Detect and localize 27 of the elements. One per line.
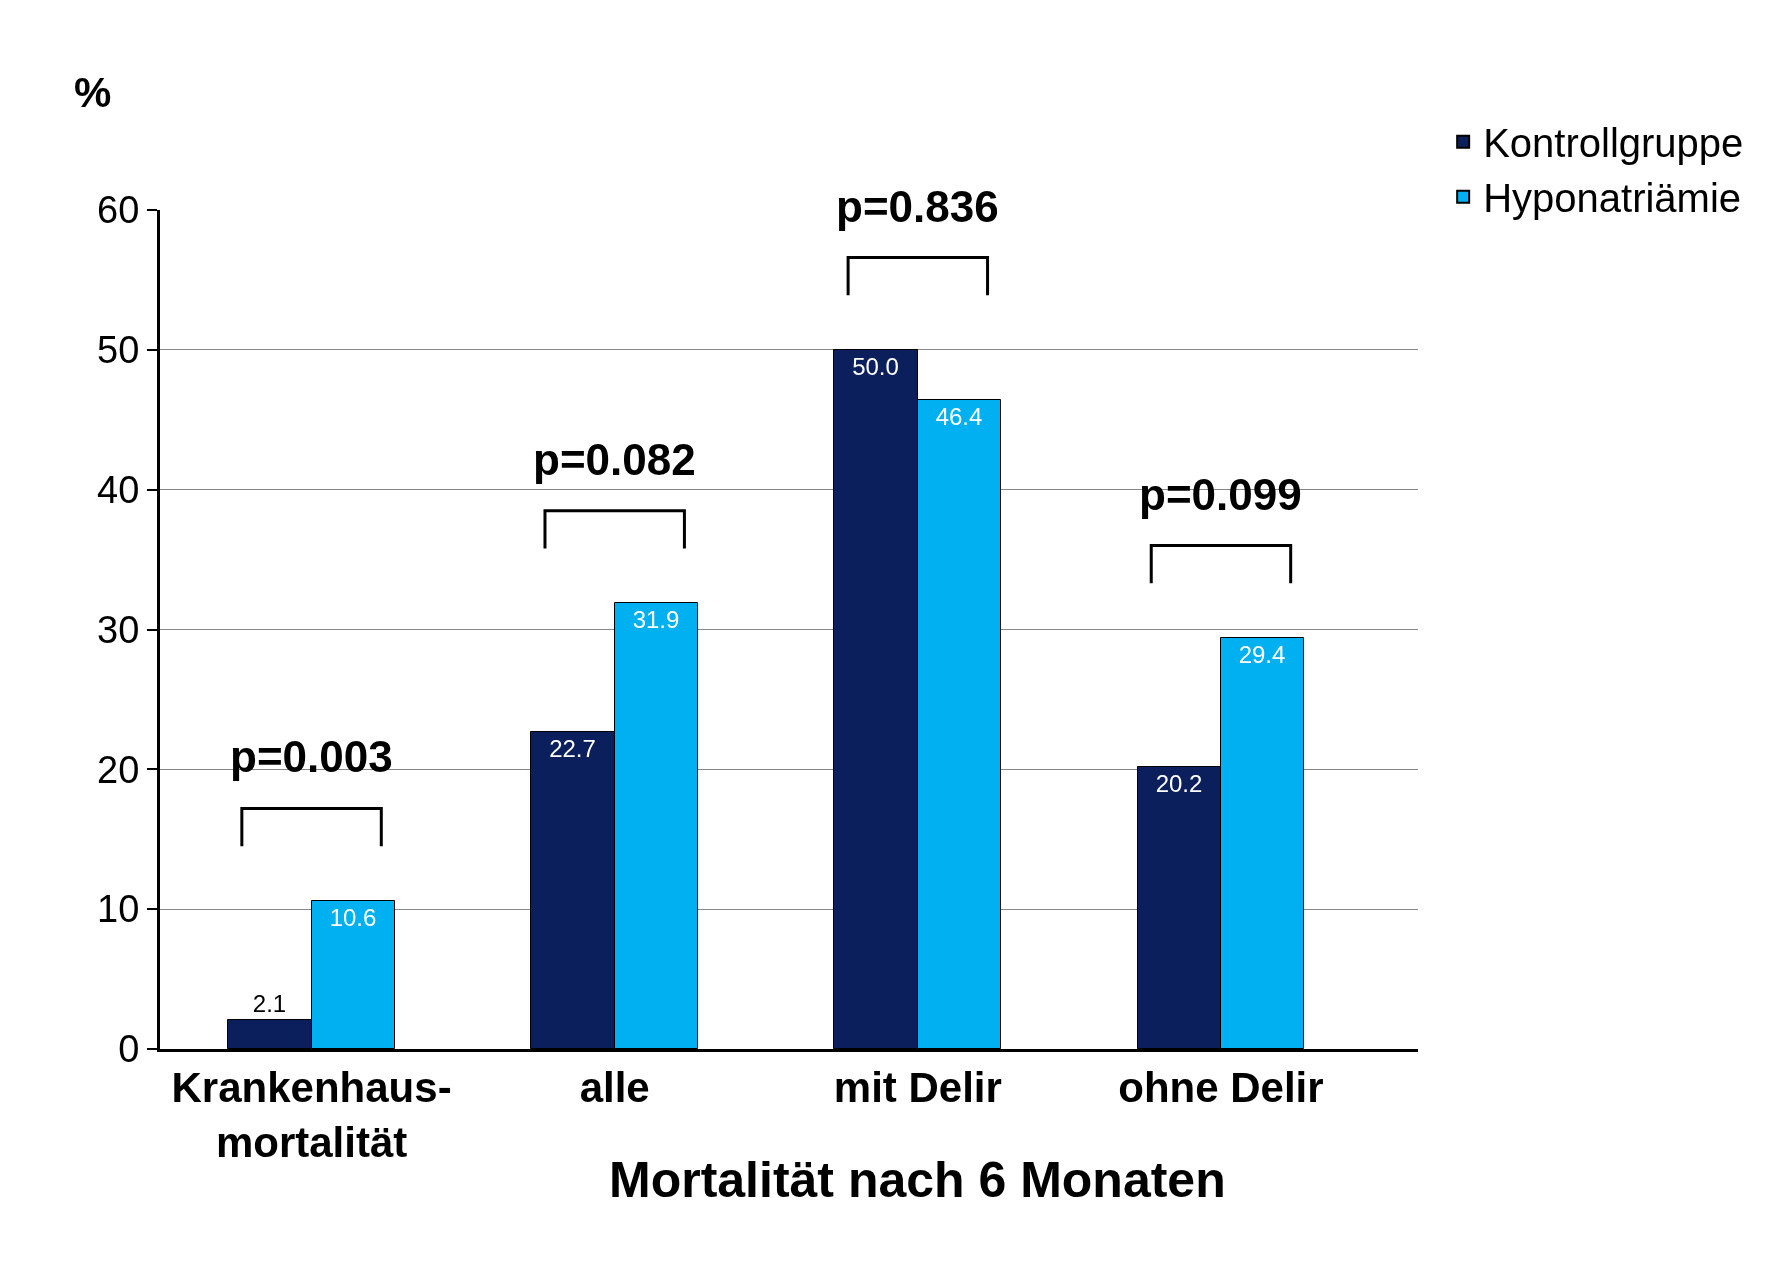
y-tick-label: 40: [97, 468, 140, 511]
y-tick-label: 50: [97, 329, 140, 372]
data-label: 22.7: [549, 734, 596, 762]
y-tick-label: 0: [118, 1028, 140, 1071]
x-axis-title: Mortalität nach 6 Monaten: [609, 1152, 1226, 1208]
x-tick-label: alle: [579, 1064, 650, 1112]
y-tick-label: 20: [97, 748, 140, 791]
legend-label: Kontrollgruppe: [1483, 121, 1744, 166]
annotation: p=0.082: [533, 435, 696, 484]
x-tick-label: Krankenhaus- mortalität: [171, 1064, 452, 1166]
data-label: 31.9: [632, 605, 680, 633]
y-tick-label: 30: [97, 608, 140, 651]
annotation: p=0.836: [836, 182, 999, 231]
data-label: 46.4: [935, 402, 983, 430]
data-label: 29.4: [1238, 640, 1286, 668]
annotation: p=0.003: [230, 732, 393, 781]
y-axis-title: %: [74, 69, 112, 116]
x-tick-label: mit Delir: [833, 1064, 1002, 1112]
data-label: 50.0: [852, 352, 899, 380]
legend-label: Hyponatriämie: [1483, 176, 1742, 221]
x-tick-label: ohne Delir: [1118, 1064, 1324, 1112]
data-label: 2.1: [252, 989, 287, 1017]
data-label: 20.2: [1155, 769, 1203, 797]
annotation: p=0.099: [1139, 470, 1302, 519]
y-tick-label: 10: [97, 888, 140, 931]
y-tick-label: 60: [97, 189, 140, 232]
data-label: 10.6: [329, 903, 377, 931]
